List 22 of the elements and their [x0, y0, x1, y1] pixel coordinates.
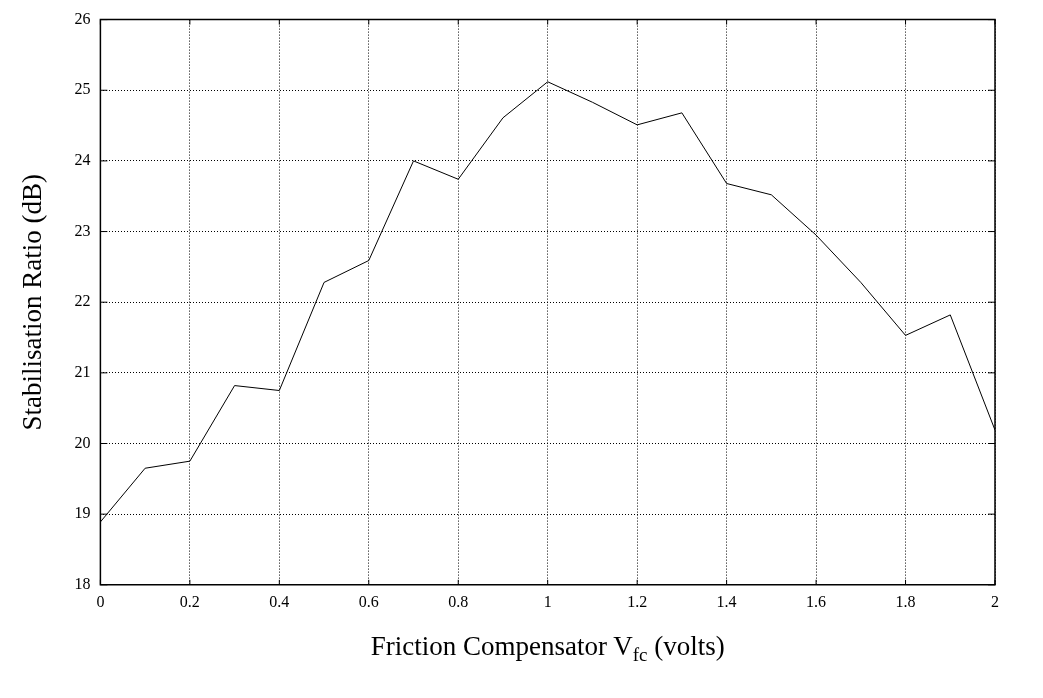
x-tick-label: 1	[543, 592, 552, 610]
y-tick-label: 20	[74, 433, 91, 451]
x-tick-label: 0.4	[269, 592, 290, 610]
y-tick-label: 24	[74, 151, 91, 169]
x-tick-label: 1.8	[895, 592, 916, 610]
x-tick-label: 0	[96, 592, 105, 610]
x-tick-label: 0.6	[358, 592, 379, 610]
y-tick-label: 22	[74, 292, 91, 310]
y-tick-label: 23	[74, 221, 91, 239]
x-axis-title: Friction Compensator V$_{fc}$ (volts)	[369, 630, 726, 667]
x-tick-label: 0.2	[179, 592, 200, 610]
y-tick-label: 19	[74, 504, 91, 522]
x-tick-label: 1.4	[716, 592, 737, 610]
y-tick-label: 21	[74, 363, 91, 381]
y-tick-label: 26	[74, 9, 91, 27]
y-tick-label: 18	[74, 575, 91, 592]
x-tick-label: 2	[991, 592, 999, 610]
y-axis-title: Stabilisation Ratio (dB)	[17, 173, 48, 431]
x-tick-label: 1.6	[806, 592, 827, 610]
y-tick-label: 25	[74, 80, 91, 98]
x-tick-label: 1.2	[627, 592, 648, 610]
x-tick-label: 0.8	[448, 592, 469, 610]
